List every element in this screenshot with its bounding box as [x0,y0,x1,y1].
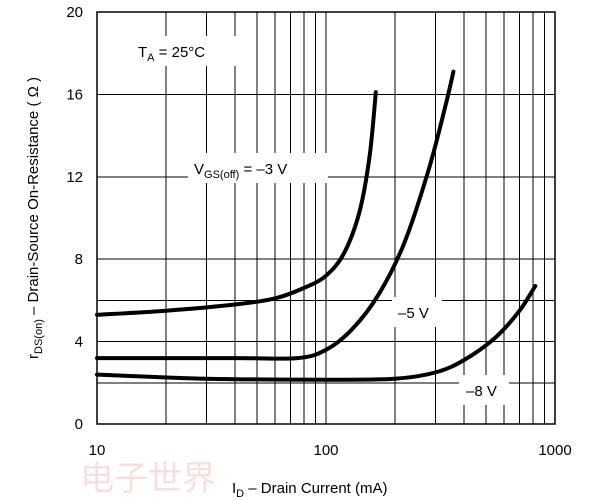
annotation-series-5v: –5 V [392,297,442,327]
annotation-series-8v: –8 V [459,375,509,405]
x-axis-label: ID – Drain Current (mA) [232,480,388,500]
y-tick-label: 16 [66,86,83,103]
grid [97,12,555,424]
svg-text:VGS(off) = –3 V: VGS(off) = –3 V [194,161,287,181]
curves [95,69,538,382]
watermark: 电子世界 [80,459,216,499]
svg-text:–5 V: –5 V [398,305,429,322]
plot-frame [96,11,556,425]
series-line-1 [95,69,456,361]
y-tick-label: 4 [75,334,83,351]
y-tick-label: 12 [66,169,83,186]
y-tick-label: 8 [75,251,83,268]
annotation-series-vgs-3v: VGS(off) = –3 V [188,153,328,183]
series-line-2 [95,284,538,382]
y-tick-label: 0 [75,416,83,433]
tick-labels: 0 4 8 12 16 20 10 100 1000 [66,4,571,459]
x-tick-label: 100 [313,442,338,459]
y-axis-label: rDS(on) – Drain-Source On-Resistance ( Ω… [25,77,45,359]
x-tick-label: 10 [89,442,106,459]
y-tick-label: 20 [66,4,83,21]
x-tick-label: 1000 [538,442,571,459]
svg-text:TA = 25°C: TA = 25°C [138,44,205,64]
annotation-temperature: TA = 25°C [128,36,238,66]
series-line-0 [95,90,378,317]
svg-text:–8 V: –8 V [466,383,497,400]
